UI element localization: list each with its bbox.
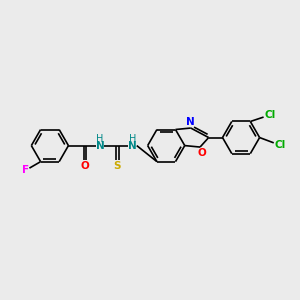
- Text: Cl: Cl: [264, 110, 276, 120]
- Text: O: O: [81, 160, 89, 171]
- Text: N: N: [186, 117, 195, 127]
- Text: N: N: [128, 141, 137, 151]
- Text: H: H: [129, 134, 136, 144]
- Text: H: H: [96, 134, 103, 144]
- Text: S: S: [114, 160, 121, 171]
- Text: Cl: Cl: [274, 140, 286, 150]
- Text: N: N: [96, 141, 104, 151]
- Text: O: O: [197, 148, 206, 158]
- Text: F: F: [22, 165, 29, 175]
